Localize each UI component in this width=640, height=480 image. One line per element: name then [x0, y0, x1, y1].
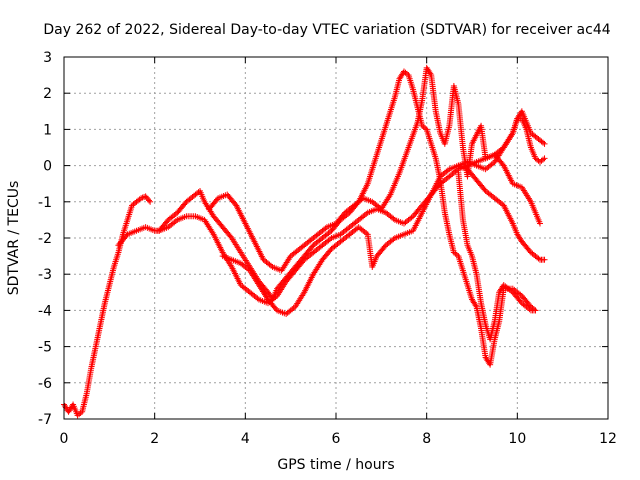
y-tick-label: 3 — [43, 50, 52, 66]
x-tick-label: 12 — [599, 431, 617, 447]
data-marker — [526, 248, 533, 255]
data-marker — [541, 140, 548, 147]
data-marker — [309, 243, 316, 250]
y-tick-label: -6 — [38, 376, 52, 392]
chart-title: Day 262 of 2022, Sidereal Day-to-day VTE… — [43, 22, 610, 38]
x-tick-label: 6 — [332, 431, 341, 447]
x-tick-label: 2 — [150, 431, 159, 447]
data-marker — [340, 211, 347, 218]
y-tick-label: -2 — [38, 231, 52, 247]
y-tick-label: -7 — [38, 412, 52, 428]
data-marker — [164, 218, 171, 225]
x-tick-label: 4 — [241, 431, 250, 447]
marker-layer — [61, 64, 548, 419]
y-tick-label: -3 — [38, 267, 52, 283]
data-marker — [499, 161, 506, 168]
grid-layer — [64, 57, 608, 419]
y-tick-label: -1 — [38, 195, 52, 211]
data-marker — [541, 256, 548, 263]
data-marker — [327, 247, 334, 254]
data-marker — [427, 70, 434, 77]
data-marker — [182, 200, 189, 207]
data-marker — [146, 197, 152, 204]
y-tick-label: 2 — [43, 86, 52, 102]
x-tick-label: 8 — [422, 431, 431, 447]
data-marker — [381, 243, 388, 250]
y-tick-label: 1 — [43, 122, 52, 138]
x-tick-label: 0 — [60, 431, 69, 447]
x-tick-label: 10 — [508, 431, 526, 447]
data-marker — [481, 186, 488, 193]
data-marker — [147, 198, 154, 205]
y-tick-label: 0 — [43, 159, 52, 175]
data-marker — [472, 302, 479, 309]
y-tick-label: -4 — [38, 303, 52, 319]
data-marker — [537, 220, 543, 227]
y-tick-label: -5 — [38, 340, 52, 356]
data-marker — [232, 201, 239, 208]
